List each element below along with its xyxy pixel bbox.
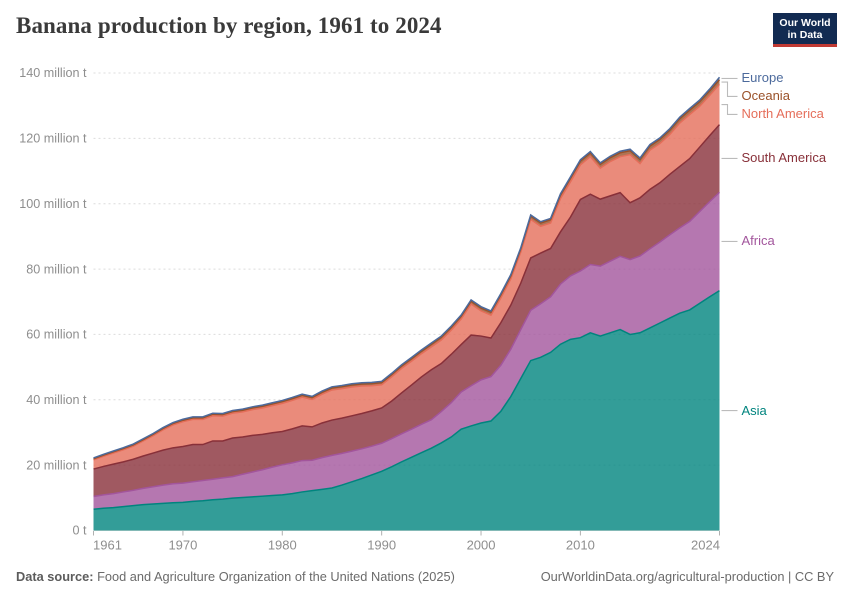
y-tick-label: 60 million t	[26, 328, 87, 342]
band-africa	[93, 192, 720, 510]
legend-connectors	[721, 77, 738, 412]
page-title: Banana production by region, 1961 to 202…	[16, 13, 442, 38]
x-tick-label: 1961	[93, 538, 122, 553]
x-axis: 1961 1970 1980 1990 2000 2010 2024	[93, 531, 720, 553]
y-gridlines: 0 t 20 million t 40 million t 60 million t 8…	[19, 66, 720, 538]
y-tick-label: 20 million t	[26, 458, 87, 472]
legend-item-asia[interactable]: Asia	[741, 402, 767, 418]
line-north-america	[93, 83, 721, 461]
line-south-america	[93, 124, 721, 470]
legend-item-africa[interactable]: Africa	[741, 233, 775, 249]
y-tick-label: 100 million t	[19, 197, 87, 211]
data-source-label: Data source:	[16, 569, 94, 584]
x-tick-label: 1970	[168, 538, 197, 553]
legend-item-oceania[interactable]: Oceania	[741, 88, 790, 104]
area-bands[interactable]	[93, 76, 721, 531]
owid-logo-line1: Our World	[779, 16, 831, 29]
y-tick-label: 0 t	[72, 524, 87, 538]
data-source-text: Data source: Food and Agriculture Organi…	[16, 569, 455, 584]
data-source-value: Food and Agriculture Organization of the…	[93, 569, 455, 584]
x-tick-label: 2010	[566, 538, 595, 553]
band-south-america	[93, 124, 720, 497]
owid-logo-line2: in Data	[787, 28, 823, 41]
line-asia	[93, 290, 720, 511]
legend-item-europe[interactable]: Europe	[741, 70, 784, 86]
y-tick-label: 40 million t	[26, 393, 87, 407]
line-oceania	[93, 79, 721, 460]
line-africa	[93, 191, 721, 498]
y-tick-label: 80 million t	[26, 262, 87, 276]
line-europe	[93, 76, 721, 459]
band-asia	[93, 290, 720, 531]
y-tick-label: 140 million t	[19, 66, 87, 80]
owid-logo: Our World in Data	[773, 13, 837, 47]
owid-license-link[interactable]: OurWorldinData.org/agricultural-producti…	[540, 569, 834, 584]
x-tick-label: 1990	[367, 538, 396, 553]
y-tick-label: 120 million t	[19, 132, 87, 146]
legend-item-south-america[interactable]: South America	[741, 150, 827, 166]
x-tick-label: 1980	[268, 538, 297, 553]
x-tick-label: 2000	[467, 538, 496, 553]
x-tick-label: 2024	[691, 538, 720, 553]
legend-item-north-america[interactable]: North America	[741, 106, 824, 122]
chart-footer: Data source: Food and Agriculture Organi…	[16, 569, 834, 584]
